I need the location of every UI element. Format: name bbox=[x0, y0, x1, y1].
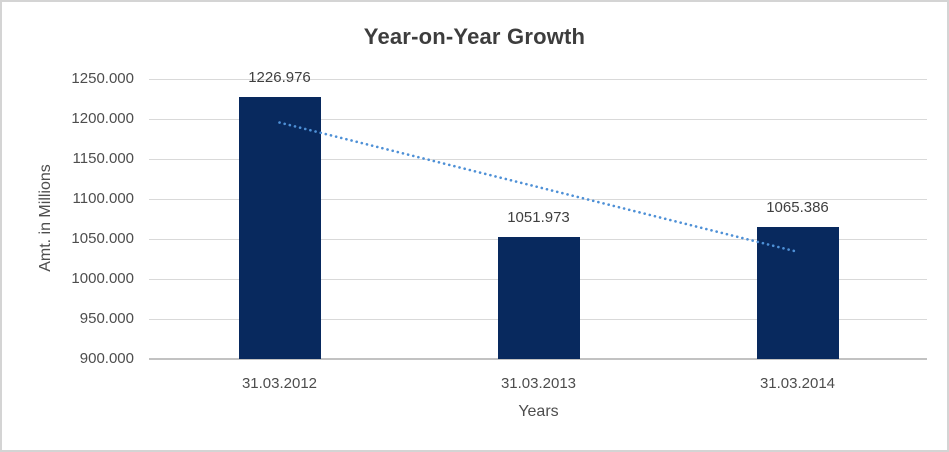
y-tick-label: 1250.000 bbox=[71, 70, 134, 87]
x-tick-label: 31.03.2012 bbox=[241, 375, 318, 392]
chart-bar bbox=[238, 97, 321, 359]
chart-bar bbox=[497, 237, 580, 359]
bar-value-label: 1226.976 bbox=[248, 69, 311, 87]
y-tick-label: 950.000 bbox=[79, 310, 134, 327]
x-axis-title: Years bbox=[518, 403, 559, 420]
y-tick-label: 1200.000 bbox=[71, 110, 134, 127]
chart-title: Year-on-Year Growth bbox=[363, 24, 586, 49]
trendline bbox=[278, 121, 799, 254]
y-tick-label: 1150.000 bbox=[72, 150, 134, 167]
bar-value-label: 1065.386 bbox=[766, 198, 829, 216]
bar-value-label: 1051.973 bbox=[507, 209, 570, 227]
x-axis-line bbox=[149, 358, 927, 360]
gridline bbox=[149, 118, 927, 120]
y-tick-label: 1000.000 bbox=[71, 270, 134, 287]
y-tick-label: 1100.000 bbox=[72, 190, 134, 207]
gridline bbox=[149, 78, 927, 80]
chart-bar bbox=[756, 226, 839, 359]
y-tick-label: 900.000 bbox=[79, 350, 134, 367]
x-tick-label: 31.03.2013 bbox=[500, 375, 577, 392]
x-tick-label: 31.03.2014 bbox=[759, 375, 836, 392]
y-tick-label: 1050.000 bbox=[71, 230, 134, 247]
